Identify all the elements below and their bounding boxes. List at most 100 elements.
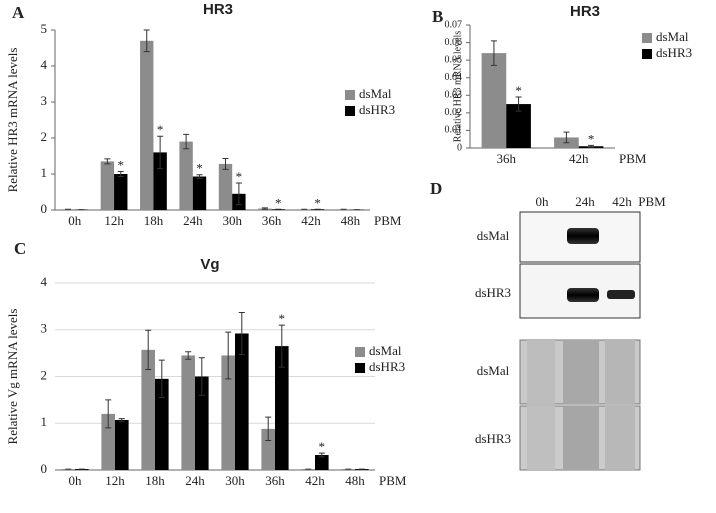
y-tick-label: 2 [41, 367, 48, 382]
y-tick-label: 0.01 [445, 125, 463, 136]
row-label: dsMal [477, 228, 510, 243]
error-bar [278, 324, 285, 368]
stain-lane [563, 406, 599, 470]
error-bar [183, 133, 190, 150]
bar [141, 349, 155, 470]
x-tick-label: 42h [305, 473, 325, 488]
y-tick-label: 3 [41, 93, 48, 108]
y-tick-label: 0.07 [445, 19, 463, 30]
x-tick-label: 18h [144, 213, 164, 228]
y-tick-label: 0.03 [445, 90, 463, 101]
error-bar [563, 131, 570, 144]
lane-label: 42h [612, 194, 632, 209]
significance-mark: * [157, 122, 164, 137]
significance-mark: * [279, 311, 286, 326]
y-axis-label: Relative Vg mRNA levels [5, 309, 20, 445]
y-tick-label: 0 [41, 461, 48, 476]
legend-label: dsHR3 [359, 102, 395, 117]
y-tick-label: 5 [41, 21, 48, 36]
bar [275, 346, 289, 470]
error-bar [198, 357, 205, 396]
x-tick-label: 36h [265, 473, 285, 488]
bar [179, 141, 193, 210]
y-tick-label: 0 [457, 142, 462, 153]
error-bar [515, 96, 522, 112]
x-tick-label: 42h [569, 151, 589, 166]
bar [481, 53, 507, 148]
y-tick-label: 4 [41, 274, 48, 289]
bar [114, 174, 128, 210]
legend-label: dsHR3 [369, 359, 405, 374]
significance-mark: * [588, 131, 595, 146]
error-bar [196, 174, 203, 179]
legend-swatch [345, 90, 355, 100]
row-label: dsHR3 [475, 431, 511, 446]
lane-label: 24h [575, 194, 595, 209]
row-label: dsHR3 [475, 285, 511, 300]
x-tick-label: 30h [225, 473, 245, 488]
error-bar [490, 40, 497, 66]
legend-swatch [355, 363, 365, 373]
legend-swatch [642, 33, 652, 43]
bar [261, 428, 275, 470]
panel-label: C [14, 239, 26, 258]
x-axis-label: PBM [619, 151, 647, 166]
error-bar [185, 351, 192, 360]
legend-label: dsMal [369, 343, 402, 358]
y-tick-label: 0 [41, 201, 48, 216]
error-bar [238, 311, 245, 356]
error-bar [104, 158, 111, 165]
chart-title: Vg [200, 256, 219, 273]
bar [195, 376, 209, 470]
x-tick-label: 48h [345, 473, 365, 488]
legend-swatch [642, 49, 652, 59]
blot-band [607, 290, 635, 299]
x-tick-label: 0h [69, 473, 83, 488]
panel-label: B [432, 7, 443, 26]
bar [218, 163, 233, 210]
chart-title: HR3 [203, 1, 233, 18]
bar [192, 176, 207, 210]
row-label: dsMal [477, 363, 510, 378]
significance-mark: * [314, 195, 321, 210]
x-tick-label: 24h [183, 213, 203, 228]
x-tick-label: 30h [222, 213, 242, 228]
error-bar [143, 29, 150, 53]
error-bar [117, 170, 124, 178]
x-tick-label: 0h [68, 213, 82, 228]
x-tick-label: 12h [105, 473, 125, 488]
y-tick-label: 3 [41, 321, 48, 336]
stain-lane [605, 340, 635, 404]
y-tick-label: 0.02 [445, 107, 463, 118]
error-bar [157, 135, 164, 170]
error-bar [158, 359, 165, 399]
stain-lane [527, 406, 555, 470]
lane-suffix: PBM [638, 194, 666, 209]
bar [153, 152, 167, 210]
legend-label: dsMal [656, 29, 689, 44]
legend-swatch [345, 106, 355, 116]
x-tick-label: 18h [145, 473, 165, 488]
y-tick-label: 1 [41, 165, 48, 180]
x-tick-label: 24h [185, 473, 205, 488]
bar [100, 161, 115, 210]
x-tick-label: 48h [341, 213, 361, 228]
legend-swatch [355, 347, 365, 357]
y-tick-label: 0.05 [445, 54, 463, 65]
error-bar [145, 329, 152, 370]
error-bar [588, 144, 595, 148]
error-bar [225, 331, 232, 380]
panel-label: A [12, 3, 25, 22]
x-tick-label: 36h [262, 213, 282, 228]
bar [315, 455, 329, 470]
bar [181, 355, 195, 470]
y-tick-label: 4 [41, 57, 48, 72]
bar [221, 355, 235, 470]
error-bar [261, 207, 268, 210]
bar [235, 333, 249, 470]
bar [140, 40, 154, 210]
x-tick-label: 42h [301, 213, 321, 228]
y-axis-label: Relative HR3 mRNA levels [5, 48, 20, 193]
y-tick-label: 0.04 [445, 72, 463, 83]
